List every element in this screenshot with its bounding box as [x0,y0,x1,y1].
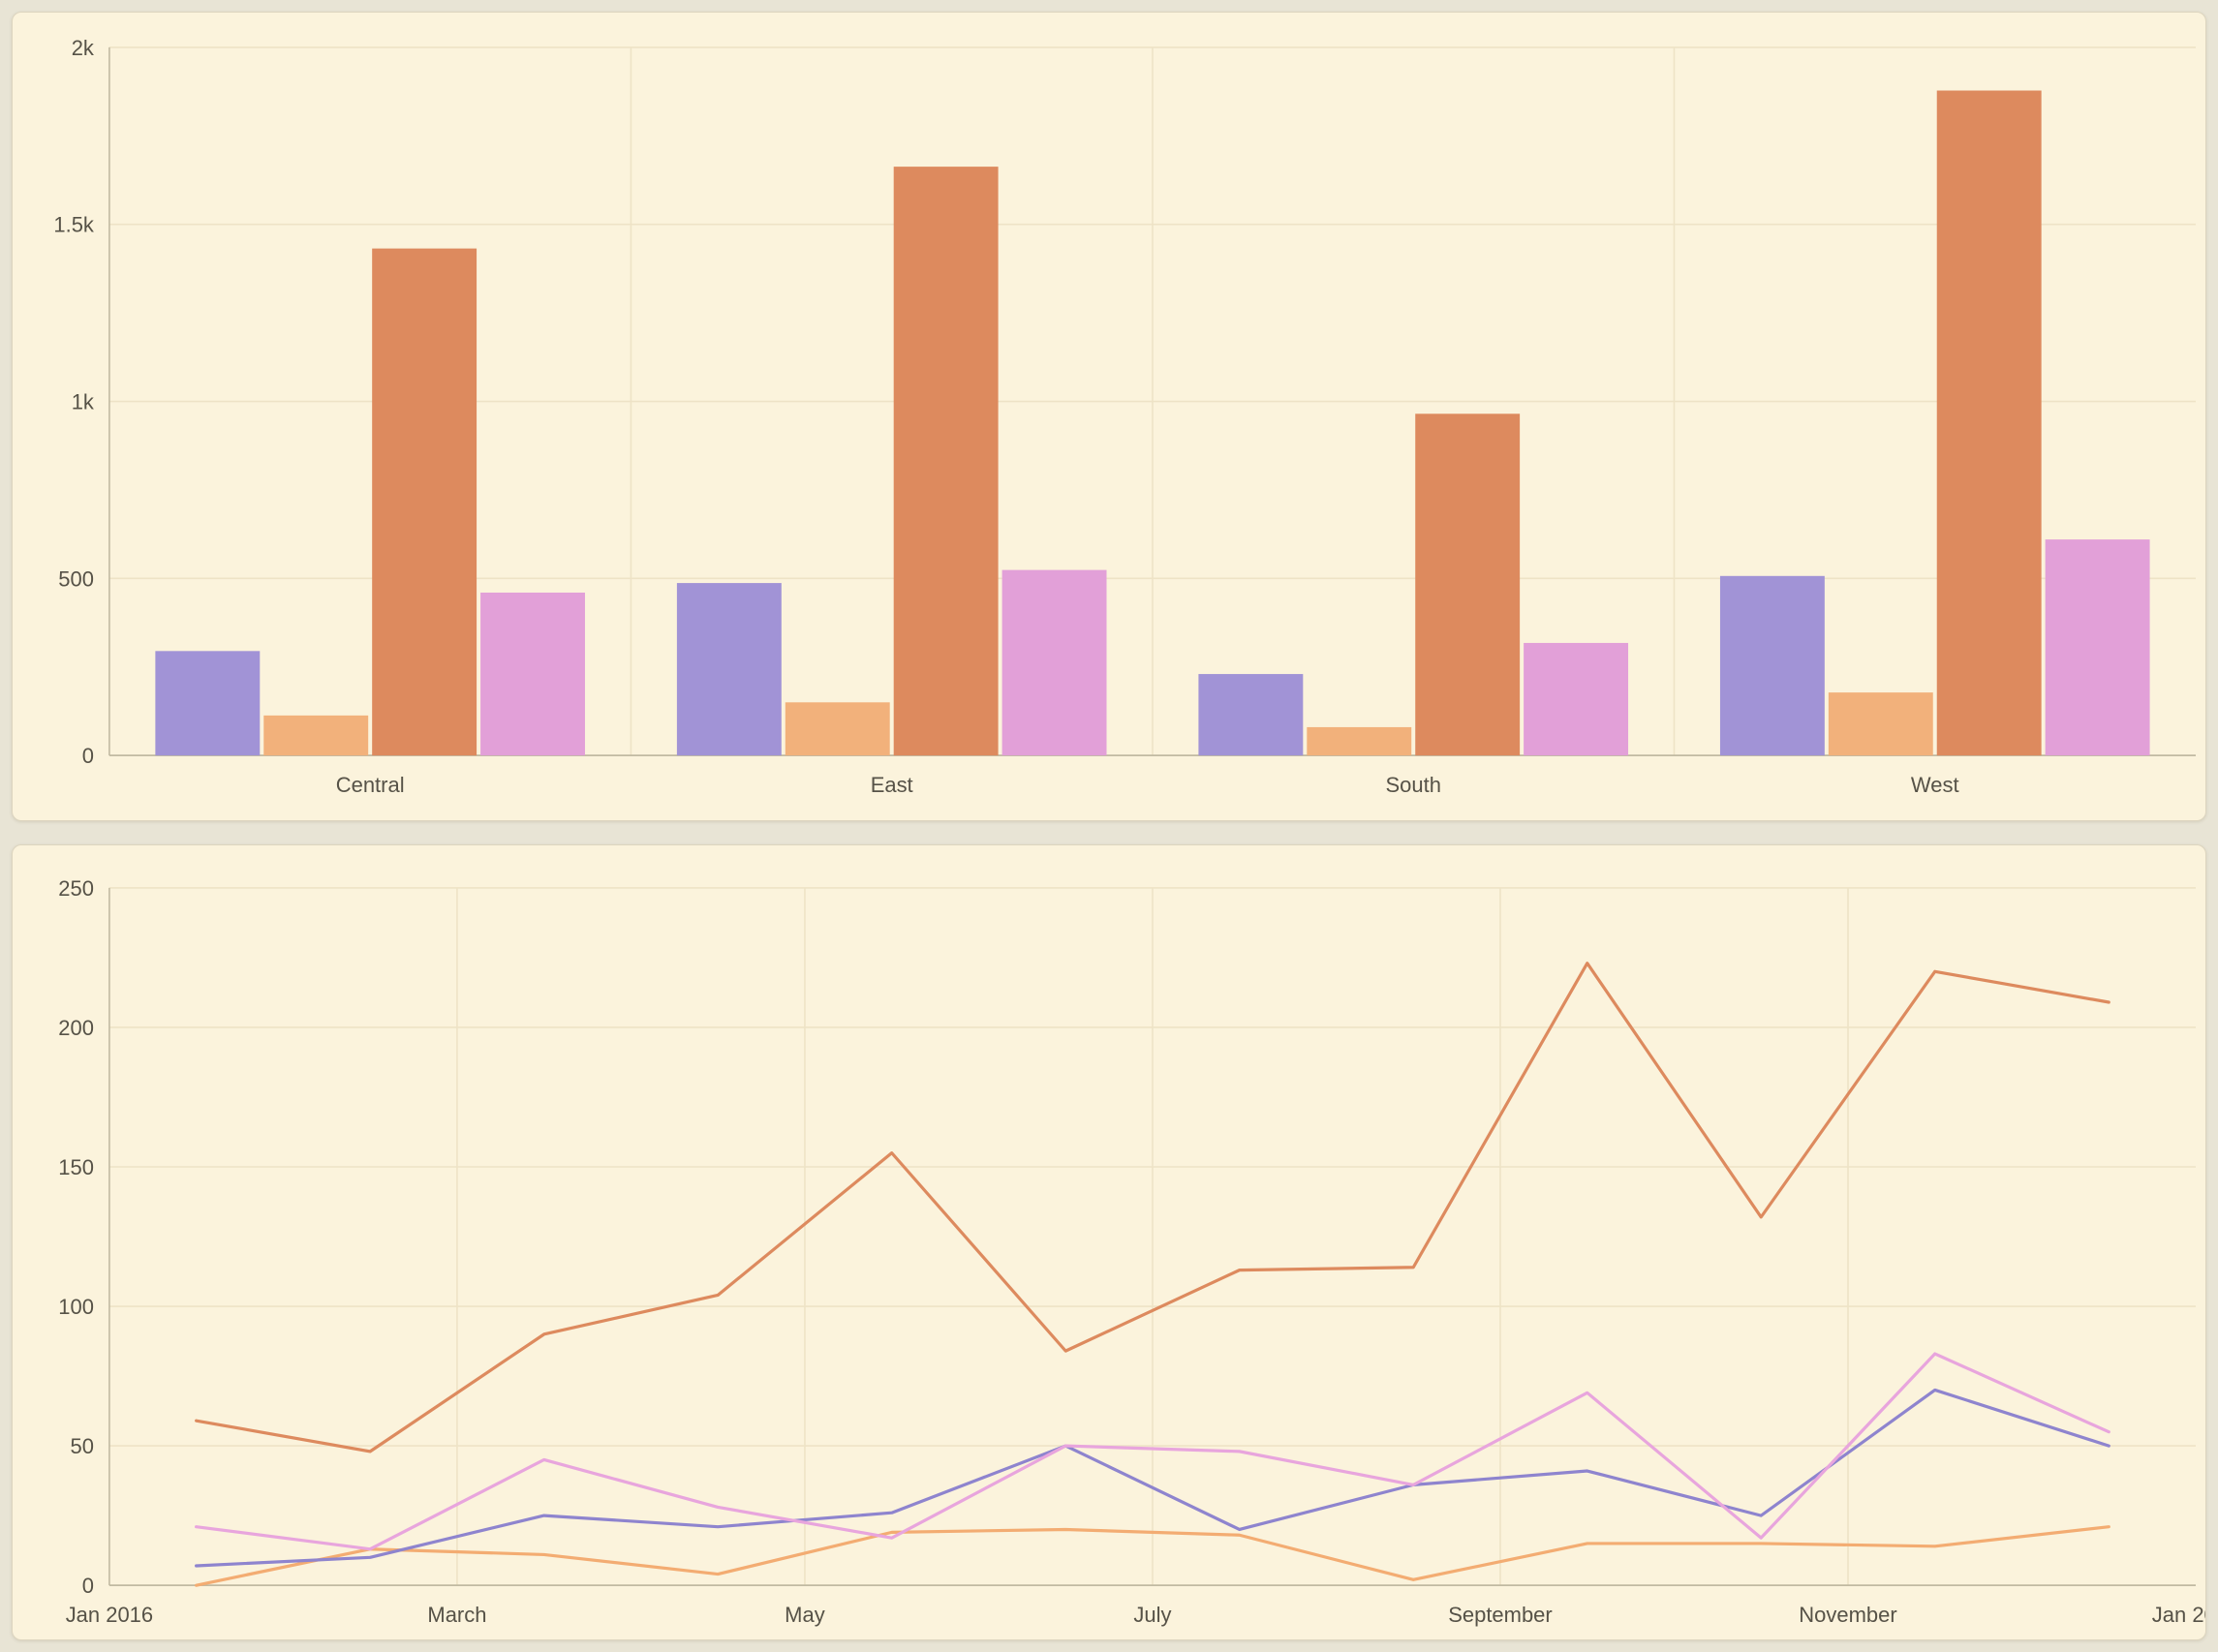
x-axis-tick-label: July [1133,1603,1171,1627]
bar-series-salmon-south[interactable] [1415,413,1521,756]
grouped-bar-chart-panel: 0 500 1k 1.5k 2k Central East South West [12,12,2206,821]
line-chart-panel: 0 50 100 150 200 250 Jan 2016 March May July Septe… [12,844,2206,1640]
x-axis-category-label: East [871,773,913,797]
bar-series-plum-south[interactable] [1524,642,1629,756]
x-axis-tick-label: Jan 2017 [2152,1603,2205,1627]
bar-series-salmon-east[interactable] [893,167,999,756]
x-axis-tick-label: November [1799,1603,1896,1627]
bar-series-plum-central[interactable] [480,592,585,756]
y-axis-tick-label: 1.5k [53,213,95,237]
x-axis-category-label: Central [336,773,405,797]
bar-series-salmon-central[interactable] [372,248,477,756]
line-series-light-orange[interactable] [195,1525,2110,1587]
x-axis-category-label: West [1911,773,1959,797]
y-axis-tick-label: 50 [70,1434,93,1458]
bar-series-light-orange-central[interactable] [263,715,369,756]
y-axis-tick-label: 0 [82,744,94,768]
y-axis-tick-label: 1k [72,390,95,414]
charts-dashboard: 0 500 1k 1.5k 2k Central East South West 0 50 100 1… [12,12,2206,1640]
y-axis-tick-label: 500 [58,566,94,591]
y-axis-tick-label: 200 [58,1016,94,1040]
grouped-bar-chart: 0 500 1k 1.5k 2k Central East South West [53,36,2197,797]
bar-series-purple-east[interactable] [676,583,782,756]
bar-series-purple-west[interactable] [1719,575,1825,756]
line-chart: 0 50 100 150 200 250 Jan 2016 March May July Septe… [58,876,2205,1627]
y-axis-tick-label: 150 [58,1155,94,1179]
line-series-plum[interactable] [195,1352,2110,1551]
bar-series-salmon-west[interactable] [1936,90,2042,756]
x-axis-tick-label: May [785,1603,825,1627]
x-axis-tick-label: March [427,1603,486,1627]
bar-series-light-orange-east[interactable] [785,702,890,756]
bar-series-light-orange-south[interactable] [1307,726,1412,756]
y-axis-tick-label: 0 [82,1574,94,1598]
bar-series-light-orange-west[interactable] [1828,692,1933,756]
bar-series-plum-west[interactable] [2045,539,2150,756]
bar-series-purple-south[interactable] [1198,674,1304,756]
bar-series-plum-east[interactable] [1001,569,1107,756]
x-axis-tick-label: September [1448,1603,1552,1627]
x-axis-tick-label: Jan 2016 [66,1603,153,1627]
y-axis-tick-label: 100 [58,1295,94,1319]
y-axis-tick-label: 2k [72,36,95,60]
line-series-purple[interactable] [195,1388,2110,1568]
y-axis-tick-label: 250 [58,876,94,901]
line-series-salmon[interactable] [195,962,2110,1453]
bar-series-purple-central[interactable] [155,651,261,756]
x-axis-category-label: South [1386,773,1441,797]
